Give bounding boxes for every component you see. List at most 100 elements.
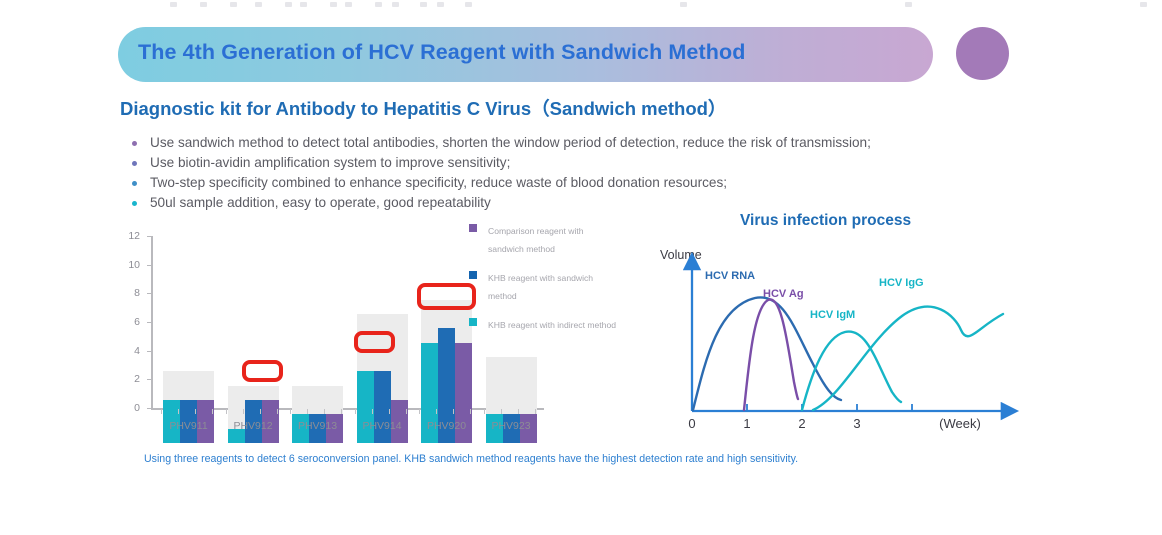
curve-label-hcv-igm: HCV IgM <box>810 309 856 321</box>
list-item: 50ul sample addition, easy to operate, g… <box>122 193 1042 213</box>
bullet-dot-icon <box>132 161 137 166</box>
bullet-dot-icon <box>132 201 137 206</box>
line-chart-x-tick-2: 2 <box>798 416 806 431</box>
line-chart-x-axis-label: (Week) <box>939 416 981 431</box>
bar-x-tick <box>371 409 373 414</box>
bar-x-tick-label: PHV923 <box>491 420 531 432</box>
bar-y-tick-label: 0 <box>134 402 140 414</box>
cropped-toolbar-strip <box>0 0 1162 9</box>
bar-segment <box>180 400 197 443</box>
header-banner <box>118 27 933 82</box>
bar-x-tick <box>500 409 502 414</box>
bar-segment <box>244 400 262 443</box>
highlight-phv914 <box>353 331 395 354</box>
bar-segment <box>485 414 503 443</box>
highlight-phv912 <box>241 360 283 382</box>
bar-x-tick-label: PHV911 <box>169 420 208 432</box>
bar-x-tick-label: PHV914 <box>362 420 402 432</box>
bar-x-tick <box>354 409 356 414</box>
curve-hcv-igg <box>811 305 1005 412</box>
bar-x-tick-label: PHV920 <box>426 420 467 432</box>
list-item: Use biotin-avidin amplification system t… <box>122 153 1042 173</box>
chart-caption: Using three reagents to detect 6 serocon… <box>144 453 799 465</box>
decorative-circle <box>956 27 1009 80</box>
list-item-label: Use biotin-avidin amplification system t… <box>150 155 511 170</box>
legend-item: KHB reagent with indirect method <box>469 315 619 337</box>
bar-x-tick-label: PHV912 <box>233 420 273 432</box>
bar-segment <box>438 328 455 443</box>
curve-label-hcv-rna: HCV RNA <box>705 270 756 282</box>
curve-hcv-igm <box>800 330 903 412</box>
line-chart-x-tick-0: 0 <box>688 416 696 431</box>
bar-segment <box>502 414 520 443</box>
bar-chart-x-axis <box>151 408 544 410</box>
bar-x-tick <box>259 409 261 414</box>
legend-item-label: KHB reagent with indirect method <box>488 320 617 330</box>
bar-y-tick-label: 2 <box>134 373 140 386</box>
bar-y-tick <box>147 379 152 381</box>
bar-x-tick <box>195 409 196 414</box>
list-item-label: Use sandwich method to detect total anti… <box>150 135 871 150</box>
bar-x-tick <box>534 409 536 414</box>
bar-x-tick <box>212 409 213 414</box>
bar-y-tick-label: 8 <box>134 287 140 300</box>
curve-label-hcv-ag: HCV Ag <box>763 288 804 300</box>
legend-item: Comparison reagent with sandwich method <box>469 221 619 257</box>
bar-x-tick <box>483 409 485 414</box>
list-item: Two-step specificity combined to enhance… <box>122 173 1042 193</box>
bar-y-tick-label: 4 <box>134 344 140 357</box>
bar-segment <box>309 414 326 443</box>
bar-x-tick <box>341 409 342 414</box>
bar-y-tick-label: 12 <box>128 230 140 242</box>
bar-x-tick <box>436 409 437 414</box>
line-chart-x-tick-1: 1 <box>743 416 751 431</box>
legend-item-label: KHB reagent with sandwich method <box>488 273 594 301</box>
bar-segment <box>163 400 180 443</box>
line-chart-title: Virus infection process <box>740 212 912 229</box>
bar-y-tick <box>147 408 152 409</box>
bar-x-tick <box>405 409 407 414</box>
bar-segment <box>390 400 408 443</box>
bullet-dot-icon <box>132 141 137 146</box>
bar-x-tick <box>242 409 244 414</box>
bar-segment <box>455 342 472 443</box>
page-title: The 4th Generation of HCV Reagent with S… <box>138 40 746 64</box>
legend-swatch-icon <box>469 318 477 326</box>
bar-x-tick <box>290 409 291 414</box>
bar-y-tick-label: 10 <box>128 258 140 271</box>
list-item-label: Two-step specificity combined to enhance… <box>150 175 728 190</box>
bar-y-tick <box>147 236 152 237</box>
curve-hcv-ag <box>742 298 800 412</box>
bar-x-tick <box>388 409 390 414</box>
bar-segment <box>326 414 343 443</box>
bar-segment <box>373 371 391 443</box>
bar-x-tick <box>276 409 278 414</box>
curve-label-hcv-igg: HCV IgG <box>879 277 924 289</box>
bar-x-tick <box>161 409 162 414</box>
bullet-dot-icon <box>132 181 137 186</box>
line-chart-x-tick-3: 3 <box>853 416 861 431</box>
bar-chart-legend: Comparison reagent with sandwich method … <box>469 221 619 348</box>
bar-x-tick <box>470 409 471 414</box>
bar-x-tick <box>453 409 454 414</box>
bar-x-tick <box>324 409 325 414</box>
bar-y-tick <box>147 350 152 352</box>
legend-swatch-icon <box>469 271 477 279</box>
legend-swatch-icon <box>469 224 477 232</box>
bar-x-tick <box>307 409 308 414</box>
seroconversion-bar-chart: 0 2 4 6 8 10 12 PHV911 PHV912 PHV913 PHV914 PHV920… <box>112 228 562 443</box>
bar-segment <box>261 400 279 443</box>
bar-y-tick-label: 6 <box>134 316 140 328</box>
bar-y-tick <box>147 293 152 295</box>
legend-item: KHB reagent with sandwich method <box>469 268 619 304</box>
subtitle: Diagnostic kit for Antibody to Hepatitis… <box>120 98 727 119</box>
bar-x-tick <box>517 409 519 414</box>
list-item-label: 50ul sample addition, easy to operate, g… <box>150 195 491 210</box>
highlight-phv920 <box>417 283 476 311</box>
bar-x-tick <box>225 409 227 414</box>
bar-x-tick-label: PHV913 <box>297 420 338 432</box>
bar-segment <box>519 414 537 443</box>
bar-segment <box>227 428 245 443</box>
bar-segment <box>421 342 438 443</box>
